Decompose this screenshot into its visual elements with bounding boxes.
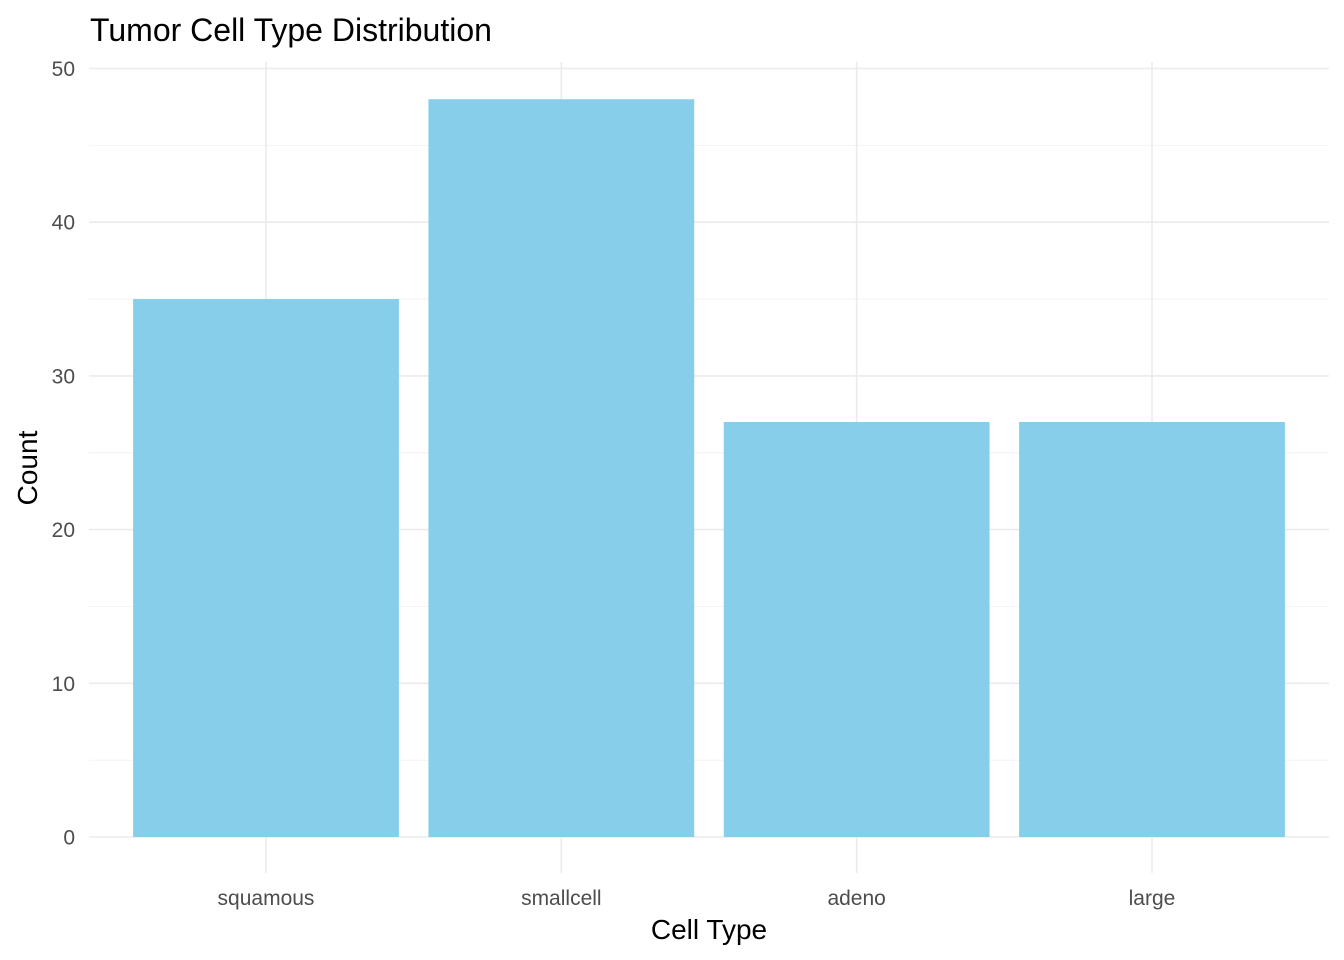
bar-adeno <box>723 422 990 837</box>
y-tick-label: 20 <box>52 519 75 542</box>
bar-squamous <box>133 299 399 837</box>
x-tick-label: adeno <box>827 887 885 910</box>
x-tick-label: squamous <box>218 887 315 910</box>
y-tick-label: 0 <box>63 827 75 850</box>
y-tick-label: 30 <box>52 365 75 388</box>
x-axis-title: Cell Type <box>651 914 767 945</box>
y-axis-title: Count <box>12 430 43 505</box>
y-tick-label: 40 <box>52 212 75 235</box>
x-tick-label: smallcell <box>521 887 602 910</box>
chart-title: Tumor Cell Type Distribution <box>90 12 492 48</box>
y-tick-label: 10 <box>52 673 75 696</box>
y-tick-label: 50 <box>52 58 75 81</box>
bars <box>133 99 1285 838</box>
bar-large <box>1019 422 1285 837</box>
x-axis-ticks: squamous smallcell adeno large <box>218 887 1176 910</box>
x-tick-label: large <box>1129 887 1176 910</box>
bar-smallcell <box>428 99 695 838</box>
y-axis-ticks: 0 10 20 30 40 50 <box>52 58 75 850</box>
